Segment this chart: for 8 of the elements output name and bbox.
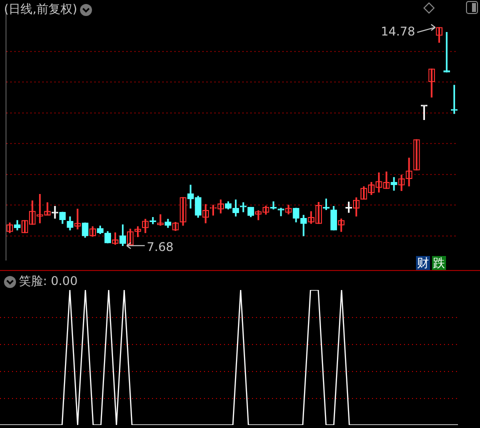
annotation: 7.68 — [146, 240, 174, 254]
annotation: 跌 — [432, 256, 446, 270]
candlestick — [278, 208, 284, 216]
annotation: 14.78 — [380, 24, 416, 39]
chart-title: (日线,前复权) — [4, 1, 78, 18]
chart-title: 笑脸: 0.00 — [19, 273, 78, 290]
candlestick — [52, 206, 58, 219]
annotation: 财 — [416, 256, 430, 270]
